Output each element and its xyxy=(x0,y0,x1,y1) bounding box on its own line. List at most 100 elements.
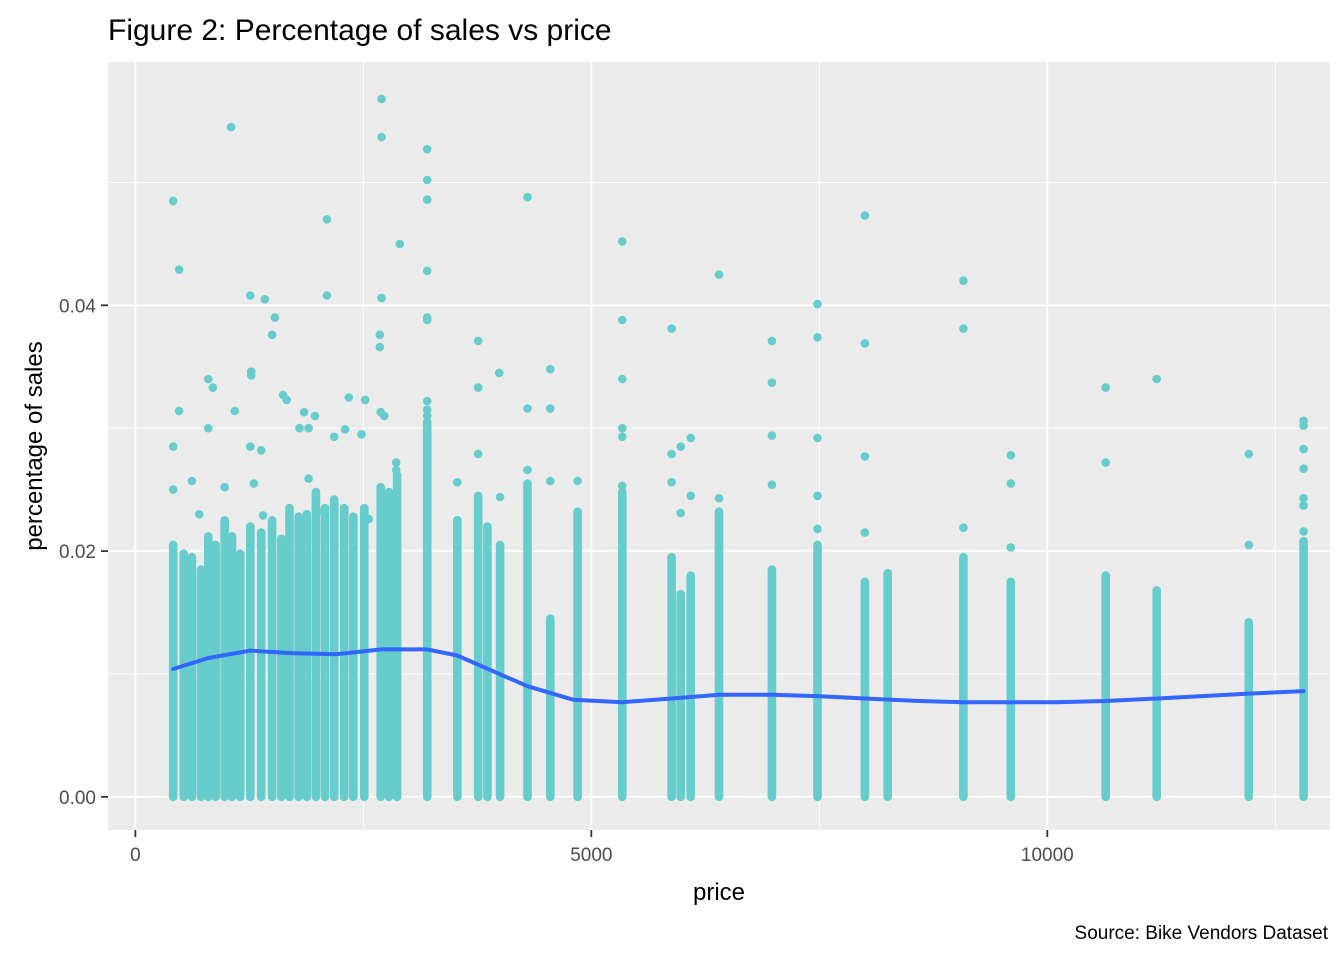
data-point xyxy=(357,430,366,439)
data-point xyxy=(299,407,309,417)
y-tick-label: 0.00 xyxy=(59,788,96,809)
data-point xyxy=(168,485,178,494)
data-point xyxy=(573,538,582,547)
data-point xyxy=(395,239,405,249)
data-point xyxy=(860,452,870,461)
data-point xyxy=(377,94,386,104)
data-point xyxy=(767,431,777,440)
data-point xyxy=(495,492,505,502)
data-point xyxy=(473,336,483,346)
data-points xyxy=(168,94,1308,802)
data-point xyxy=(523,192,532,202)
data-point xyxy=(1299,444,1308,454)
data-point xyxy=(174,406,184,416)
data-point xyxy=(1299,493,1308,503)
data-point xyxy=(1152,374,1161,384)
data-point xyxy=(220,482,229,492)
data-point xyxy=(267,330,277,340)
data-point xyxy=(422,144,432,154)
data-point xyxy=(860,528,870,537)
data-point xyxy=(813,524,822,534)
chart-caption: Source: Bike Vendors Dataset xyxy=(1075,923,1329,944)
data-point xyxy=(667,477,676,487)
data-point xyxy=(573,476,582,486)
data-point xyxy=(676,508,685,518)
data-point xyxy=(422,266,432,276)
data-point xyxy=(304,474,313,483)
data-point xyxy=(714,493,724,503)
data-point xyxy=(686,433,695,443)
data-point xyxy=(246,291,255,300)
x-axis-title: price xyxy=(693,879,745,906)
data-point xyxy=(422,411,432,421)
data-point xyxy=(453,516,462,525)
data-point xyxy=(494,368,504,378)
data-point xyxy=(422,405,432,415)
data-point xyxy=(204,423,213,433)
y-tick-label: 0.02 xyxy=(59,542,96,563)
data-point xyxy=(340,425,350,434)
y-tick-label: 0.04 xyxy=(59,296,96,317)
data-point xyxy=(959,523,968,532)
data-point xyxy=(168,196,178,206)
data-point xyxy=(313,507,323,516)
data-point xyxy=(1101,458,1110,467)
data-point xyxy=(422,175,432,185)
x-tick-label: 10000 xyxy=(1021,845,1074,866)
data-point xyxy=(686,491,695,501)
data-point xyxy=(1006,479,1016,488)
data-point xyxy=(260,294,270,304)
data-point xyxy=(364,514,374,524)
data-point xyxy=(246,371,256,380)
data-point xyxy=(523,404,532,413)
data-point xyxy=(813,299,822,309)
data-point xyxy=(667,324,676,333)
data-point xyxy=(546,476,555,486)
data-point xyxy=(310,411,320,421)
data-point xyxy=(256,446,266,455)
data-point xyxy=(375,342,385,352)
data-point xyxy=(767,480,777,490)
data-point xyxy=(1299,464,1308,474)
data-point xyxy=(1244,449,1254,459)
data-point xyxy=(618,481,627,491)
y-axis-title: percentage of sales xyxy=(21,341,48,550)
data-point xyxy=(304,423,313,433)
data-point xyxy=(329,432,339,442)
data-point xyxy=(258,511,268,520)
data-point xyxy=(249,479,259,488)
smooth-trend-line xyxy=(171,647,1306,705)
data-point xyxy=(667,449,676,459)
data-point xyxy=(375,330,385,340)
data-point xyxy=(187,476,197,486)
data-point xyxy=(204,374,213,384)
data-point xyxy=(959,324,968,333)
data-point xyxy=(344,393,354,402)
data-point xyxy=(322,291,332,300)
data-point xyxy=(246,442,255,451)
data-point xyxy=(1299,527,1308,536)
data-point xyxy=(422,396,432,406)
data-point xyxy=(1006,543,1016,552)
data-point xyxy=(618,374,627,384)
data-point xyxy=(174,265,184,275)
data-point xyxy=(230,406,240,416)
data-point xyxy=(391,458,401,467)
data-point xyxy=(860,211,870,220)
x-tick-label: 0 xyxy=(130,845,141,866)
data-point xyxy=(453,477,462,487)
data-point xyxy=(813,333,822,342)
data-point xyxy=(295,423,304,433)
data-point xyxy=(380,411,389,421)
data-point xyxy=(422,315,432,325)
data-point xyxy=(546,364,555,374)
data-point xyxy=(959,276,968,286)
data-point xyxy=(473,383,483,392)
x-tick-label: 5000 xyxy=(570,845,612,866)
data-point xyxy=(813,433,822,443)
data-point xyxy=(1299,501,1308,510)
data-point xyxy=(1244,540,1254,550)
data-point xyxy=(546,404,555,413)
data-point xyxy=(208,383,218,392)
data-point xyxy=(767,336,777,346)
